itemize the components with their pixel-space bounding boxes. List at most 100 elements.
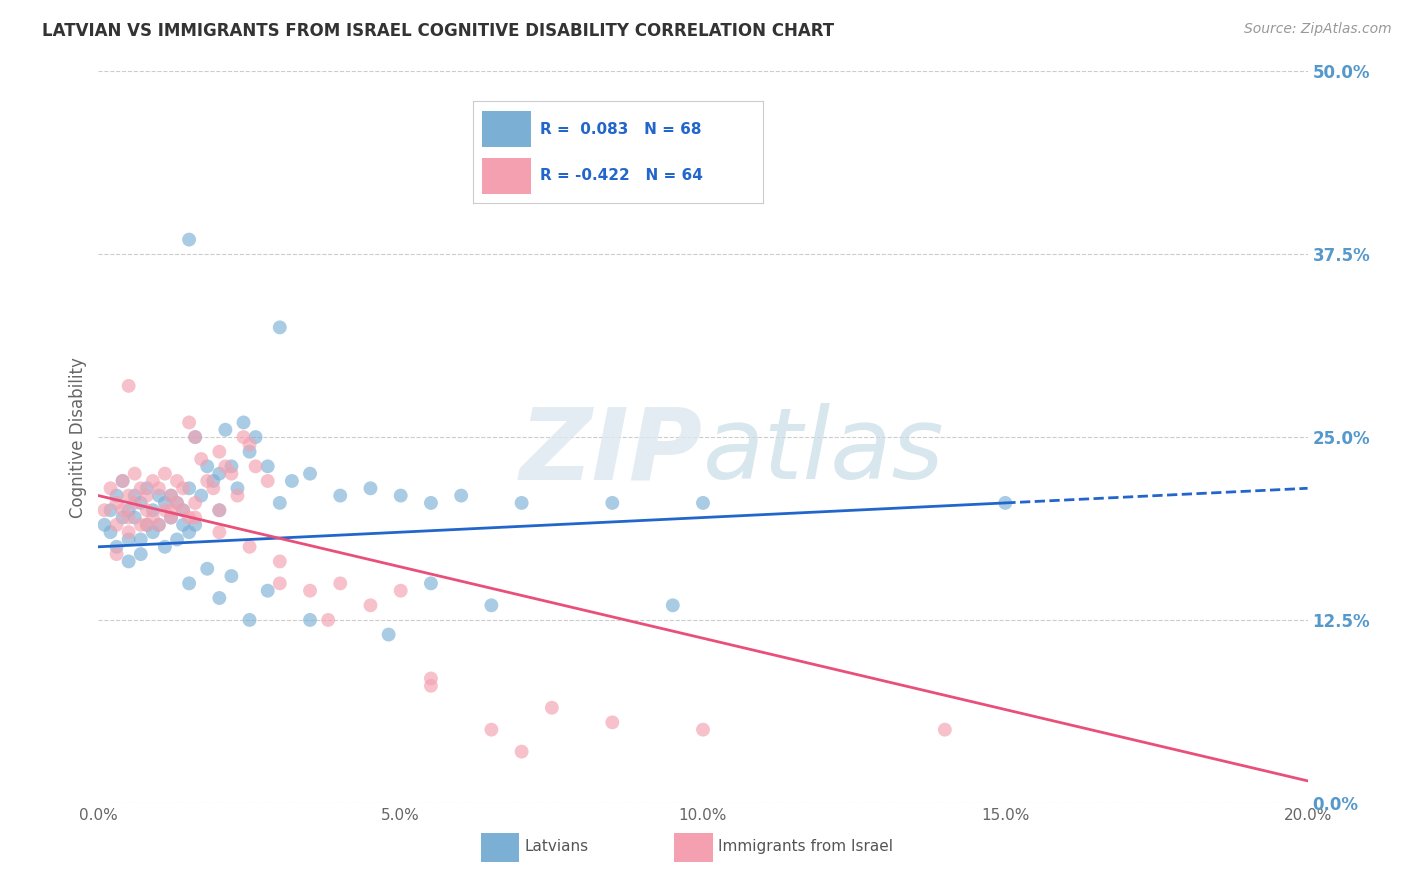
Point — [232, 416, 254, 430]
Point — [135, 517, 157, 532]
Point — [100, 525, 122, 540]
Point — [100, 481, 122, 495]
Point — [129, 517, 152, 532]
Point — [118, 533, 141, 547]
Point — [221, 467, 243, 481]
Point — [179, 510, 201, 524]
Point — [184, 430, 207, 444]
Point — [148, 489, 170, 503]
Text: LATVIAN VS IMMIGRANTS FROM ISRAEL COGNITIVE DISABILITY CORRELATION CHART: LATVIAN VS IMMIGRANTS FROM ISRAEL COGNIT… — [42, 22, 834, 40]
Point — [245, 459, 267, 474]
Point — [377, 627, 399, 641]
Point — [329, 489, 352, 503]
Point — [166, 474, 188, 488]
Point — [118, 510, 141, 524]
Point — [190, 452, 212, 467]
Point — [245, 430, 267, 444]
Point — [179, 416, 201, 430]
Point — [105, 489, 128, 503]
Point — [360, 481, 382, 495]
Point — [100, 503, 122, 517]
Point — [269, 576, 291, 591]
Point — [153, 503, 176, 517]
Point — [118, 554, 141, 568]
Point — [142, 474, 165, 488]
Point — [172, 481, 194, 495]
Point — [105, 496, 128, 510]
Point — [153, 540, 176, 554]
Text: ZIP: ZIP — [520, 403, 703, 500]
Point — [184, 496, 207, 510]
Point — [661, 599, 683, 613]
Point — [148, 517, 170, 532]
Point — [111, 474, 134, 488]
Point — [93, 517, 115, 532]
Point — [160, 510, 183, 524]
Point — [420, 576, 443, 591]
Point — [93, 503, 115, 517]
Point — [129, 481, 152, 495]
Point — [510, 496, 533, 510]
Point — [232, 430, 254, 444]
Point — [299, 613, 322, 627]
Point — [214, 423, 236, 437]
Point — [602, 496, 624, 510]
Point — [239, 540, 262, 554]
Point — [239, 613, 262, 627]
Point — [184, 510, 207, 524]
Point — [602, 715, 624, 730]
Point — [420, 672, 443, 686]
Text: atlas: atlas — [703, 403, 945, 500]
Point — [226, 489, 249, 503]
Point — [153, 467, 176, 481]
Point — [256, 583, 278, 598]
Point — [221, 569, 243, 583]
Text: Source: ZipAtlas.com: Source: ZipAtlas.com — [1244, 22, 1392, 37]
Point — [510, 745, 533, 759]
Point — [166, 496, 188, 510]
Point — [256, 474, 278, 488]
Point — [160, 503, 183, 517]
Point — [420, 679, 443, 693]
Point — [179, 233, 201, 247]
Point — [172, 503, 194, 517]
Y-axis label: Cognitive Disability: Cognitive Disability — [69, 357, 87, 517]
Point — [160, 489, 183, 503]
Point — [172, 503, 194, 517]
Point — [208, 444, 231, 458]
Point — [124, 510, 146, 524]
Point — [692, 496, 714, 510]
Point — [299, 583, 322, 598]
Point — [148, 481, 170, 495]
Point — [208, 525, 231, 540]
Point — [179, 576, 201, 591]
Point — [269, 320, 291, 334]
Point — [118, 503, 141, 517]
Point — [105, 540, 128, 554]
Point — [360, 599, 382, 613]
Point — [202, 474, 225, 488]
Point — [208, 467, 231, 481]
Point — [190, 489, 212, 503]
Point — [111, 510, 134, 524]
Point — [281, 474, 304, 488]
Point — [269, 554, 291, 568]
Point — [195, 562, 218, 576]
Point — [316, 613, 339, 627]
Point — [135, 481, 157, 495]
Point — [105, 547, 128, 561]
Point — [135, 489, 157, 503]
Point — [166, 496, 188, 510]
Point — [153, 496, 176, 510]
Point — [135, 503, 157, 517]
Point — [389, 489, 412, 503]
Point — [124, 496, 146, 510]
Point — [142, 510, 165, 524]
Point — [105, 517, 128, 532]
Point — [994, 496, 1017, 510]
Point — [450, 489, 472, 503]
Point — [195, 459, 218, 474]
Point — [934, 723, 956, 737]
Point — [299, 467, 322, 481]
Point — [481, 599, 503, 613]
